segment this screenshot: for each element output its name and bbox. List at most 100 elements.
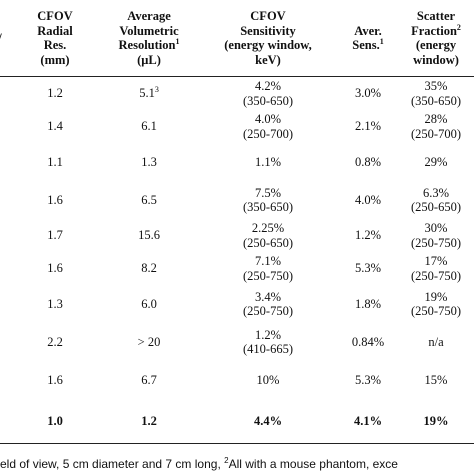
cell-volumetric-value: 15.6 xyxy=(138,228,160,243)
cell-cfov-sensitivity: 2.25% (250-650) xyxy=(198,219,338,252)
header-line-with-sup: Fraction2 xyxy=(400,22,472,39)
cell-line: 3.4% xyxy=(254,289,282,304)
header-volumetric-res: Average Volumetric Resolution1 (μL) xyxy=(100,0,198,77)
cell-aver-sens: 5.3% xyxy=(354,372,382,387)
cell-cfov-sensitivity: 1.2% (410-665) xyxy=(198,323,338,361)
cell-line: 15% xyxy=(424,372,448,387)
cell-volumetric-value: 6.0 xyxy=(141,296,157,311)
cell-line: 30% xyxy=(424,221,448,235)
cell-line: (250-700) xyxy=(411,126,461,141)
total-radial-res: 1.0 xyxy=(10,399,100,444)
cell-radial-res: 2.2 xyxy=(47,334,63,349)
cell-volumetric-value: 8.2 xyxy=(141,261,157,276)
spec-table: /CFOVRadialRes.(mm)AverageVolumetricReso… xyxy=(0,0,474,444)
cell-blank xyxy=(0,323,10,361)
cell-scatter-fraction: 6.3% (250-650) xyxy=(398,181,474,219)
cell-aver-sens: 0.84% xyxy=(351,334,385,349)
cell-scatter-fraction: 30% (250-750) xyxy=(398,219,474,252)
cell-line: 28% xyxy=(424,112,448,126)
total-row: 1.0 1.2 4.4% 4.1% 19% xyxy=(0,399,474,444)
cell-volumetric-res: 6.1 xyxy=(100,110,198,143)
table-row: 1.7 15.6 2.25% (250-650) 1.2% 30% (250-750) xyxy=(0,219,474,252)
cell-scatter-fraction: 17% (250-750) xyxy=(398,252,474,285)
header-line-with-sup: Resolution1 xyxy=(102,37,196,53)
header-line: Aver. xyxy=(354,23,382,38)
cell-volumetric-value: 6.1 xyxy=(141,119,157,134)
table-row: 2.2 > 20 1.2% (410-665) 0.84% n/a xyxy=(0,323,474,361)
cell-volumetric-res: 6.0 xyxy=(100,285,198,323)
cell-volumetric-res: 6.7 xyxy=(100,361,198,399)
header-line: CFOV xyxy=(250,9,286,23)
cell-radial-res: 1.7 xyxy=(47,228,63,243)
cell-blank xyxy=(0,361,10,399)
cell-line: (250-750) xyxy=(411,304,461,318)
table-header: /CFOVRadialRes.(mm)AverageVolumetricReso… xyxy=(0,0,474,77)
cell-cfov-sensitivity: 4.2% (350-650) xyxy=(198,77,338,111)
cell-blank xyxy=(0,143,10,181)
cell-volumetric-value: > 20 xyxy=(137,334,161,349)
cell-line: (410-665) xyxy=(243,342,293,356)
header-col-0: / xyxy=(0,0,10,77)
cell-line: (250-750) xyxy=(411,235,461,250)
cell-line: 17% xyxy=(424,254,448,268)
cell-blank xyxy=(0,252,10,285)
header-line: window) xyxy=(413,52,459,67)
cell-aver-sens: 2.1% xyxy=(354,119,382,134)
cell-line: 35% xyxy=(424,79,448,93)
cell-blank xyxy=(0,399,10,444)
cell-cfov-sensitivity: 3.4% (250-750) xyxy=(198,285,338,323)
cell-blank xyxy=(0,110,10,143)
cell-volumetric-res: 8.2 xyxy=(100,252,198,285)
header-line: (energy xyxy=(415,38,457,52)
total-scatter-fraction: 19% xyxy=(398,399,474,444)
cell-scatter-fraction: 29% xyxy=(398,143,474,181)
cell-blank xyxy=(0,285,10,323)
footnote-sup: 2 xyxy=(224,456,229,465)
cell-cfov-sensitivity: 1.1% xyxy=(198,143,338,181)
cell-line: 4.2% xyxy=(254,79,282,93)
header-radial-res: CFOV Radial Res. (mm) xyxy=(10,0,100,77)
cell-line: (250-650) xyxy=(411,200,461,214)
cell-radial-res: 1.6 xyxy=(47,372,63,387)
footnote: eld of view, 5 cm diameter and 7 cm long… xyxy=(0,456,474,472)
cell-volumetric-res: 5.13 xyxy=(100,77,198,111)
cell-line: (250-750) xyxy=(243,304,293,318)
cell-line: 19% xyxy=(424,289,448,304)
cell-aver-sens: 1.2% xyxy=(354,228,382,243)
header-line: (μL) xyxy=(137,52,161,67)
table-row: 1.6 8.2 7.1% (250-750) 5.3% 17% (250-750) xyxy=(0,252,474,285)
cell-line: (250-650) xyxy=(243,235,293,250)
cell-blank xyxy=(0,219,10,252)
header-line: (mm) xyxy=(40,52,70,67)
cell-scatter-fraction: 28% (250-700) xyxy=(398,110,474,143)
cell-scatter-fraction: 35% (350-650) xyxy=(398,77,474,111)
cell-aver-sens: 4.0% xyxy=(354,192,382,207)
cell-line: (250-750) xyxy=(243,268,293,283)
cell-line: 7.5% xyxy=(254,185,282,200)
footnote-text-after: All with a mouse phantom, exce xyxy=(228,457,398,471)
header-line: Scatter xyxy=(416,9,456,23)
cell-radial-res: 1.6 xyxy=(47,261,63,276)
header-line: Fraction xyxy=(411,23,457,38)
cell-scatter-fraction: 15% xyxy=(398,361,474,399)
header-line: Sens. xyxy=(352,38,380,52)
cell-volumetric-value: 6.5 xyxy=(141,192,157,207)
header-line: Average xyxy=(127,9,171,23)
cell-line: 1.1% xyxy=(254,154,282,169)
cell-radial-res: 1.2 xyxy=(47,86,63,101)
cell-blank xyxy=(0,181,10,219)
cell-line: 4.0% xyxy=(254,112,282,126)
cell-volumetric-res: > 20 xyxy=(100,323,198,361)
table-row: 1.1 1.3 1.1% 0.8% 29% xyxy=(0,143,474,181)
cell-line: (250-750) xyxy=(411,268,461,283)
cell-radial-res: 1.3 xyxy=(47,296,63,311)
cell-cfov-sensitivity: 7.1% (250-750) xyxy=(198,252,338,285)
cell-cfov-sensitivity: 10% xyxy=(198,361,338,399)
cell-scatter-fraction: 19% (250-750) xyxy=(398,285,474,323)
cell-footnote-mark: 3 xyxy=(154,85,159,95)
cell-volumetric-res: 15.6 xyxy=(100,219,198,252)
header-footnote-mark: 2 xyxy=(456,22,461,32)
cell-line: (350-650) xyxy=(243,93,293,108)
cell-cfov-sensitivity: 7.5% (350-650) xyxy=(198,181,338,219)
cell-radial-res: 1.4 xyxy=(47,119,63,134)
